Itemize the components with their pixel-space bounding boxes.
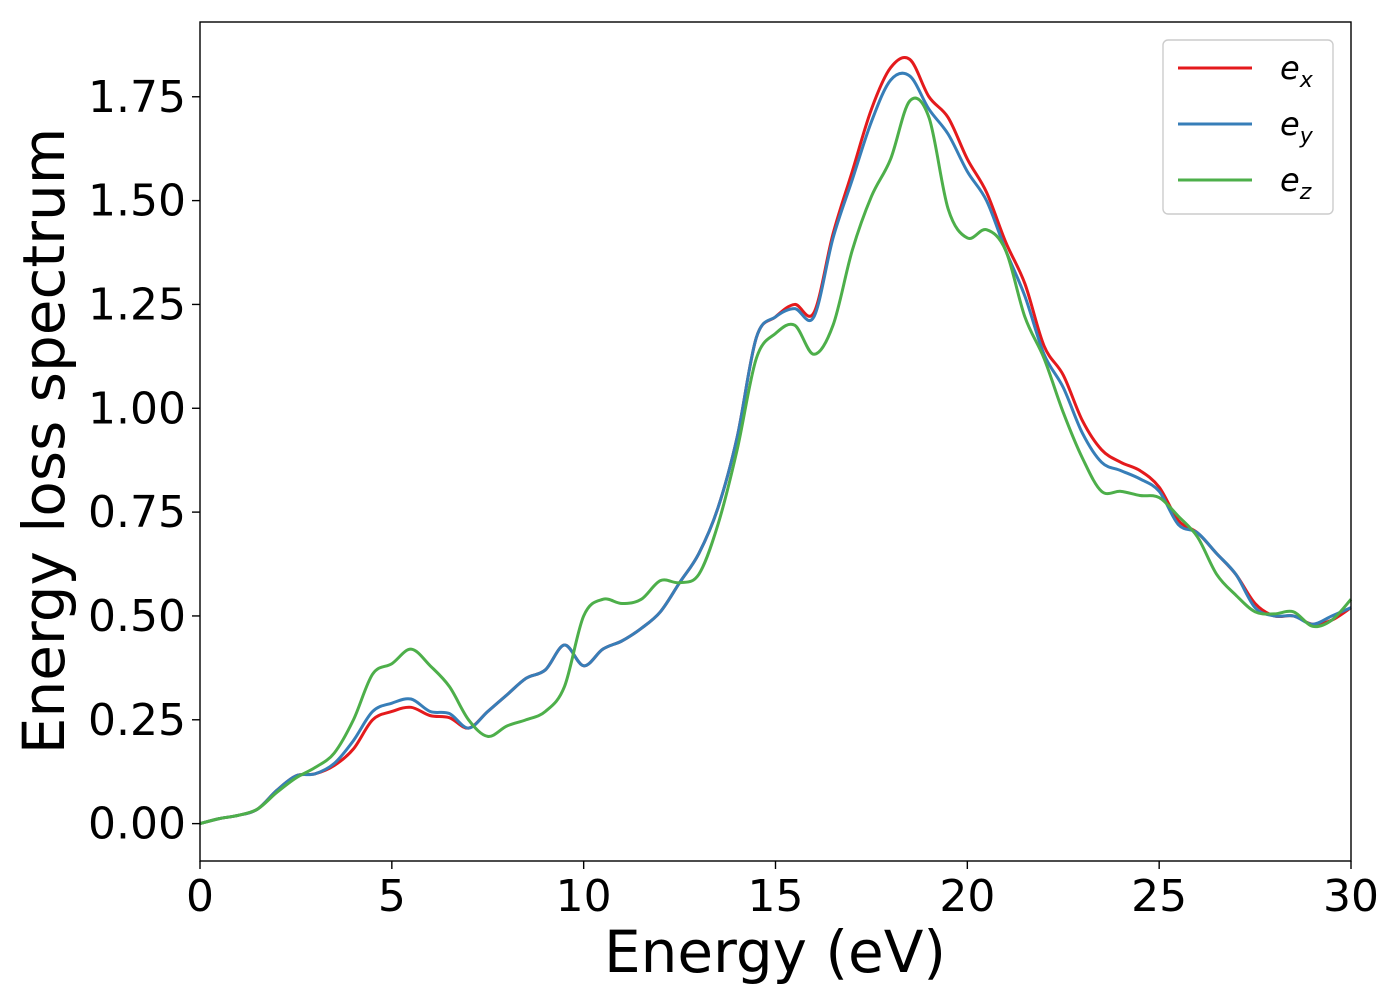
legend-label-subscript: x	[1299, 68, 1314, 93]
y-axis-ticks: 0.00 0.25 0.50 0.75 1.00 1.25 1.50 1.75	[88, 72, 200, 850]
x-tick-label: 10	[556, 871, 612, 922]
series-line-e-z	[199, 96, 1353, 826]
x-tick-label: 25	[1131, 871, 1187, 922]
legend-label-subscript: z	[1299, 180, 1312, 205]
y-tick-label: 1.75	[88, 72, 186, 123]
y-tick-label: 0.25	[88, 695, 186, 746]
y-tick-label: 1.50	[88, 176, 186, 227]
y-tick-label: 1.25	[88, 279, 186, 330]
legend-label-e-x: ex	[1280, 49, 1314, 93]
legend-label-base: e	[1280, 49, 1300, 87]
x-tick-label: 15	[748, 871, 804, 922]
x-tick-label: 30	[1323, 871, 1379, 922]
y-tick-label: 0.75	[88, 487, 186, 538]
series-line-e-y	[199, 71, 1352, 826]
legend-label-subscript: y	[1299, 124, 1314, 149]
legend-label-e-y: ey	[1280, 105, 1314, 149]
legend-label-e-z: ez	[1280, 161, 1312, 205]
legend-box	[1162, 39, 1334, 215]
legend-label-base: e	[1280, 105, 1300, 143]
x-tick-label: 20	[939, 871, 995, 922]
series-lines	[199, 55, 1353, 826]
legend-label-base: e	[1280, 161, 1300, 199]
x-tick-label: 5	[378, 871, 406, 922]
x-axis-ticks: 0 5 10 15 20 25 30	[186, 861, 1379, 922]
y-axis-title: Energy loss spectrum	[10, 128, 78, 754]
y-tick-label: 0.50	[88, 591, 186, 642]
x-axis-title: Energy (eV)	[604, 918, 946, 986]
y-tick-label: 1.00	[88, 383, 186, 434]
y-tick-label: 0.00	[88, 799, 186, 850]
x-tick-label: 0	[186, 871, 214, 922]
